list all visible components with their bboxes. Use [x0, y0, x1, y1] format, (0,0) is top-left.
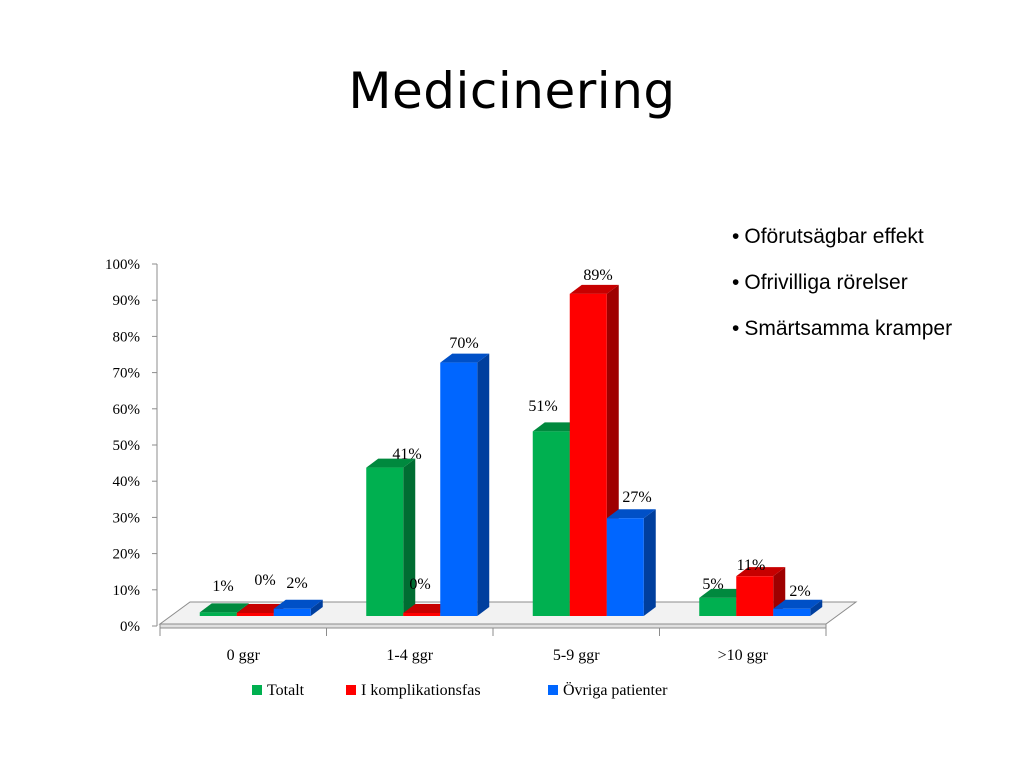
data-label: 11%: [737, 557, 766, 574]
y-tick-label: 60%: [113, 402, 141, 418]
bar-top: [366, 458, 416, 468]
bar-top: [532, 422, 582, 432]
bullet-item: Ofrivilliga rörelser: [732, 270, 952, 316]
y-tick-label: 100%: [105, 257, 140, 273]
bar: [366, 458, 416, 616]
bar-top: [736, 567, 786, 577]
x-tick-label: 5-9 ggr: [553, 647, 600, 664]
x-tick-label: 0 ggr: [227, 647, 261, 664]
legend-item: Totalt: [252, 682, 305, 699]
bar-front: [403, 613, 441, 616]
y-tick-label: 90%: [113, 293, 141, 309]
bar-side: [810, 599, 823, 616]
bar-side: [403, 458, 416, 616]
y-tick-label: 0%: [120, 619, 140, 635]
data-label: 0%: [254, 572, 275, 589]
bar: [736, 567, 786, 616]
legend-label: Övriga patienter: [563, 681, 668, 699]
bar-front: [440, 362, 478, 616]
bar-side: [643, 509, 656, 616]
bar: [606, 509, 656, 616]
y-tick-label: 20%: [113, 547, 141, 563]
bar-top: [699, 588, 749, 598]
bar-front: [532, 431, 570, 616]
bar-top: [569, 284, 619, 294]
bar-top: [199, 603, 249, 613]
bar: [569, 284, 619, 616]
y-tick-label: 10%: [113, 583, 141, 599]
data-label: 2%: [286, 575, 307, 592]
bar-front: [773, 608, 811, 616]
bar-front: [273, 608, 311, 616]
bar-top: [773, 599, 823, 609]
bar-top: [236, 604, 286, 613]
bar-front: [736, 576, 774, 616]
legend-swatch: [252, 685, 262, 695]
x-tick-label: >10 ggr: [718, 647, 769, 664]
data-label: 70%: [449, 335, 478, 352]
bar-front: [366, 467, 404, 616]
bullet-item: Smärtsamma kramper: [732, 316, 952, 362]
bar-front: [236, 613, 274, 616]
data-label: 51%: [528, 398, 557, 415]
bar-top: [606, 509, 656, 519]
x-tick-label: 1-4 ggr: [386, 647, 433, 664]
data-label: 41%: [392, 446, 421, 463]
legend-swatch: [346, 685, 356, 695]
data-label: 5%: [702, 576, 723, 593]
data-label: 0%: [409, 576, 430, 593]
y-tick-label: 70%: [113, 366, 141, 382]
bar-top: [403, 604, 453, 613]
bar-front: [699, 597, 737, 616]
bar-side: [310, 599, 323, 616]
legend-item: Övriga patienter: [548, 681, 668, 699]
slide-title: Medicinering: [348, 62, 676, 120]
y-tick-label: 80%: [113, 329, 141, 345]
y-tick-label: 40%: [113, 474, 141, 490]
bar-front: [199, 612, 237, 616]
bar-side: [477, 353, 490, 616]
legend-swatch: [548, 685, 558, 695]
data-label: 27%: [622, 489, 651, 506]
bar: [273, 599, 323, 616]
y-tick-label: 30%: [113, 510, 141, 526]
bullet-list: Oförutsägbar effekt Ofrivilliga rörelser…: [732, 224, 952, 362]
legend-label: Totalt: [267, 682, 305, 699]
bar-front: [569, 293, 607, 616]
legend-label: I komplikationsfas: [361, 682, 481, 699]
bar-top: [440, 353, 490, 363]
bar: [440, 353, 490, 616]
chart-floor-edge: [159, 623, 827, 629]
bar-top: [273, 599, 323, 609]
bullet-item: Oförutsägbar effekt: [732, 224, 952, 270]
y-tick-label: 50%: [113, 438, 141, 454]
bar: [773, 599, 823, 616]
data-label: 1%: [212, 578, 233, 595]
data-label: 2%: [789, 583, 810, 600]
bar-front: [606, 518, 644, 616]
legend-item: I komplikationsfas: [346, 682, 481, 699]
data-label: 89%: [583, 267, 612, 284]
